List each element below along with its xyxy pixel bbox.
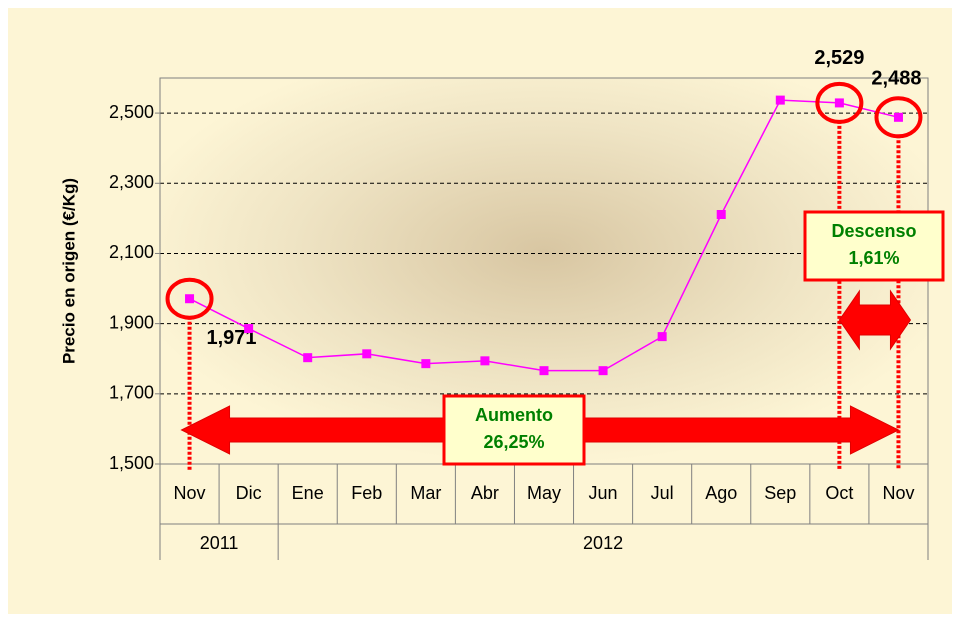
annotation-title: Aumento [475,405,553,425]
data-point [775,95,785,105]
y-tick-label: 1,700 [109,383,154,403]
x-tick-label: Jun [589,483,618,503]
x-tick-label: Jul [651,483,674,503]
data-point [185,294,195,304]
x-tick-label: May [527,483,561,503]
data-point [716,210,726,220]
x-tick-label: Sep [764,483,796,503]
data-point [244,324,254,334]
y-tick-label: 2,300 [109,172,154,192]
x-tick-label: Ago [705,483,737,503]
data-point [480,356,490,366]
data-point [303,353,313,363]
highlight-circle [815,81,864,124]
data-label: 1,971 [207,327,257,349]
x-tick-label: Oct [825,483,853,503]
year-label: 2012 [583,533,623,553]
data-point [362,349,372,359]
y-tick-label: 2,100 [109,242,154,262]
x-tick-label: Mar [410,483,441,503]
annotation-title: Descenso [831,221,916,241]
data-point [539,366,549,376]
annotation-text: 26,25% [483,432,544,452]
y-axis-label: Precio en origen (€/Kg) [59,178,78,364]
x-tick-label: Ene [292,483,324,503]
x-tick-label: Dic [236,483,262,503]
y-tick-label: 1,900 [109,312,154,332]
data-point [657,332,667,342]
annotation-box [803,210,945,282]
annotation-text: 1,61% [848,248,899,268]
highlight-circle [874,96,923,139]
annotation-box [442,394,586,466]
x-tick-label: Abr [471,483,499,503]
y-tick-label: 1,500 [109,453,154,473]
data-label: 2,488 [871,68,921,90]
data-label: 2,529 [814,47,864,69]
data-point [598,366,608,376]
highlight-circle [165,277,214,320]
data-point [834,98,844,108]
year-label: 2011 [200,533,239,553]
x-tick-label: Nov [174,483,206,503]
decrease-arrow [838,289,912,351]
data-point [421,359,431,369]
x-tick-label: Nov [882,483,914,503]
y-tick-label: 2,500 [109,102,154,122]
data-point [893,112,903,122]
x-tick-label: Feb [351,483,382,503]
